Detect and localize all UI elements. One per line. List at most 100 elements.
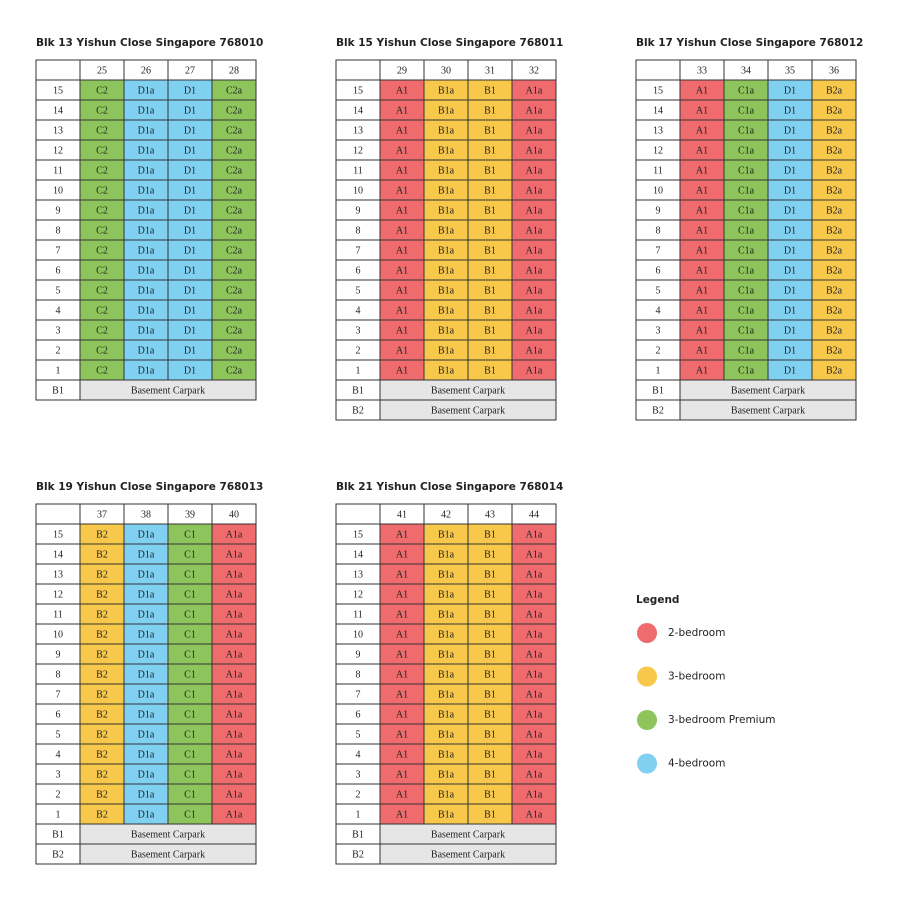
floor-label: 6 (56, 265, 61, 276)
floor-label: 2 (356, 789, 361, 800)
floor-label: 5 (356, 729, 361, 740)
unit-type: D1a (138, 789, 155, 800)
floor-label: 10 (53, 629, 63, 640)
unit-type: D1a (138, 809, 155, 820)
unit-type: D1 (184, 105, 196, 116)
unit-type: A1a (526, 809, 543, 820)
legend-label: 2-bedroom (668, 627, 725, 639)
unit-type: D1 (784, 325, 796, 336)
unit-type: B2a (826, 245, 843, 256)
floor-label: 3 (356, 325, 361, 336)
unit-type: A1a (526, 305, 543, 316)
unit-type: B1a (438, 689, 455, 700)
unit-type: A1a (526, 285, 543, 296)
unit-type: A1a (526, 749, 543, 760)
floor-label: 6 (656, 265, 661, 276)
unit-type: C1a (738, 225, 755, 236)
floor-label: 9 (56, 205, 61, 216)
unit-type: D1a (138, 689, 155, 700)
unit-type: D1a (138, 225, 155, 236)
unit-type: D1 (184, 185, 196, 196)
unit-type: B1a (438, 125, 455, 136)
unit-type: A1 (696, 165, 708, 176)
unit-type: A1a (526, 669, 543, 680)
unit-type: B2a (826, 85, 843, 96)
unit-type: A1a (526, 589, 543, 600)
floor-label: 8 (56, 669, 61, 680)
unit-type: D1a (138, 245, 155, 256)
floor-label: 13 (53, 569, 63, 580)
floor-label: 1 (56, 365, 61, 376)
unit-type: B1a (438, 709, 455, 720)
unit-type: A1 (396, 245, 408, 256)
unit-type: B1a (438, 85, 455, 96)
block-title: Blk 13 Yishun Close Singapore 768010 (36, 37, 263, 49)
floor-label: 1 (56, 809, 61, 820)
unit-type: A1 (396, 225, 408, 236)
unit-type: A1a (526, 105, 543, 116)
unit-type: D1a (138, 325, 155, 336)
floor-label: 14 (53, 549, 63, 560)
floor-label: 5 (656, 285, 661, 296)
unit-type: D1a (138, 589, 155, 600)
unit-type: A1a (526, 245, 543, 256)
legend-label: 3-bedroom Premium (668, 714, 775, 726)
unit-type: B2 (96, 769, 108, 780)
unit-type: C1 (184, 649, 196, 660)
unit-type: C2 (96, 205, 108, 216)
unit-type: C2a (226, 225, 243, 236)
unit-type: D1 (784, 285, 796, 296)
floor-label: 15 (353, 85, 363, 96)
unit-type: C1 (184, 549, 196, 560)
unit-type: A1a (526, 549, 543, 560)
unit-type: D1a (138, 165, 155, 176)
unit-type: C2a (226, 325, 243, 336)
unit-type: C1a (738, 245, 755, 256)
unit-type: C1 (184, 749, 196, 760)
unit-type: D1a (138, 669, 155, 680)
unit-type: D1a (138, 729, 155, 740)
unit-type: B2 (96, 809, 108, 820)
floor-label: 12 (353, 589, 363, 600)
unit-type: A1a (226, 789, 243, 800)
unit-type: A1a (526, 789, 543, 800)
unit-type: D1 (784, 305, 796, 316)
basement-level: B1 (52, 829, 64, 840)
unit-type: B1a (438, 305, 455, 316)
unit-type: D1 (184, 285, 196, 296)
unit-type: C1a (738, 145, 755, 156)
unit-type: A1a (526, 709, 543, 720)
unit-type: C2a (226, 245, 243, 256)
table-cell (379, 843, 557, 865)
floor-label: 14 (53, 105, 63, 116)
basement-level: B1 (652, 385, 664, 396)
floor-label: 6 (356, 709, 361, 720)
unit-type: C1 (184, 809, 196, 820)
unit-type: A1a (226, 729, 243, 740)
unit-type: D1 (184, 245, 196, 256)
unit-type: B1a (438, 165, 455, 176)
unit-type: A1a (526, 85, 543, 96)
unit-type: B2a (826, 105, 843, 116)
unit-type: A1a (526, 609, 543, 620)
unit-type: B2a (826, 265, 843, 276)
unit-number: 43 (485, 509, 495, 520)
floor-label: 7 (656, 245, 661, 256)
unit-type: D1a (138, 365, 155, 376)
table-cell (79, 843, 257, 865)
unit-type: D1 (184, 325, 196, 336)
unit-type: B2a (826, 345, 843, 356)
unit-type: B1 (484, 265, 496, 276)
unit-type: A1a (526, 769, 543, 780)
unit-type: D1 (784, 185, 796, 196)
unit-type: D1 (784, 245, 796, 256)
floor-label: 7 (56, 689, 61, 700)
unit-type: B1a (438, 569, 455, 580)
unit-type: C1 (184, 589, 196, 600)
unit-type: C1 (184, 669, 196, 680)
floor-label: 3 (356, 769, 361, 780)
unit-type: B1a (438, 105, 455, 116)
floor-label: 8 (356, 669, 361, 680)
floor-label: 11 (53, 165, 63, 176)
